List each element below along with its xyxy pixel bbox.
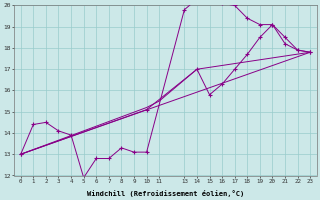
X-axis label: Windchill (Refroidissement éolien,°C): Windchill (Refroidissement éolien,°C) bbox=[87, 190, 244, 197]
